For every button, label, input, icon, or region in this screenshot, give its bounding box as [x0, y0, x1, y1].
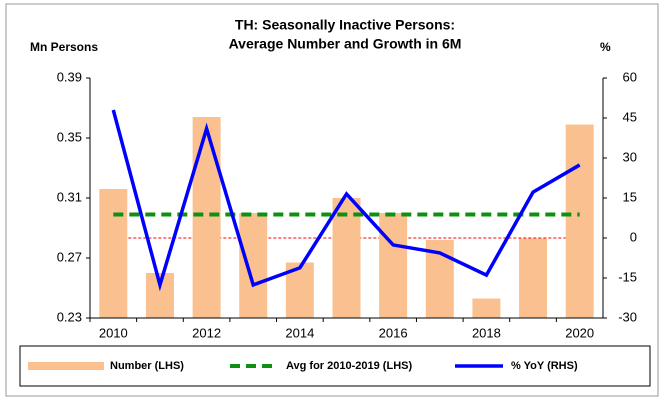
- bar: [99, 189, 128, 318]
- y2-tick-label: 0: [630, 229, 637, 244]
- y2-tick-label: 15: [623, 189, 637, 204]
- y-tick-label: 0.35: [57, 129, 82, 144]
- x-tick-label: 2018: [472, 325, 501, 340]
- x-tick-label: 2012: [192, 325, 221, 340]
- bar: [472, 298, 501, 318]
- chart-title: TH: Seasonally Inactive Persons:: [235, 17, 455, 33]
- legend-swatch: [28, 362, 104, 370]
- y2-tick-label: -30: [618, 309, 637, 324]
- y2-axis-label: %: [600, 40, 611, 54]
- legend-box: [19, 345, 651, 387]
- y-axis-label: Mn Persons: [30, 40, 98, 54]
- legend-label: Avg for 2010-2019 (LHS): [286, 360, 412, 372]
- y2-tick-label: 60: [623, 69, 637, 84]
- chart-subtitle: Average Number and Growth in 6M: [229, 36, 462, 52]
- y-tick-label: 0.23: [57, 309, 82, 324]
- bar: [332, 198, 361, 318]
- bar: [519, 238, 548, 318]
- x-tick-label: 2010: [99, 325, 128, 340]
- x-tick-label: 2020: [565, 325, 594, 340]
- bar: [239, 213, 268, 318]
- legend-label: % YoY (RHS): [511, 360, 578, 372]
- x-tick-label: 2014: [285, 325, 314, 340]
- y2-tick-label: 30: [623, 149, 637, 164]
- y-tick-label: 0.39: [57, 69, 82, 84]
- y-tick-label: 0.31: [57, 189, 82, 204]
- legend-label: Number (LHS): [110, 360, 184, 372]
- bar: [379, 213, 408, 318]
- bar: [192, 117, 221, 318]
- yoy-line: [111, 109, 581, 292]
- y-tick-label: 0.27: [57, 249, 82, 264]
- bar: [565, 124, 594, 318]
- y2-tick-label: -15: [618, 269, 637, 284]
- x-tick-label: 2016: [379, 325, 408, 340]
- y2-tick-label: 45: [623, 109, 637, 124]
